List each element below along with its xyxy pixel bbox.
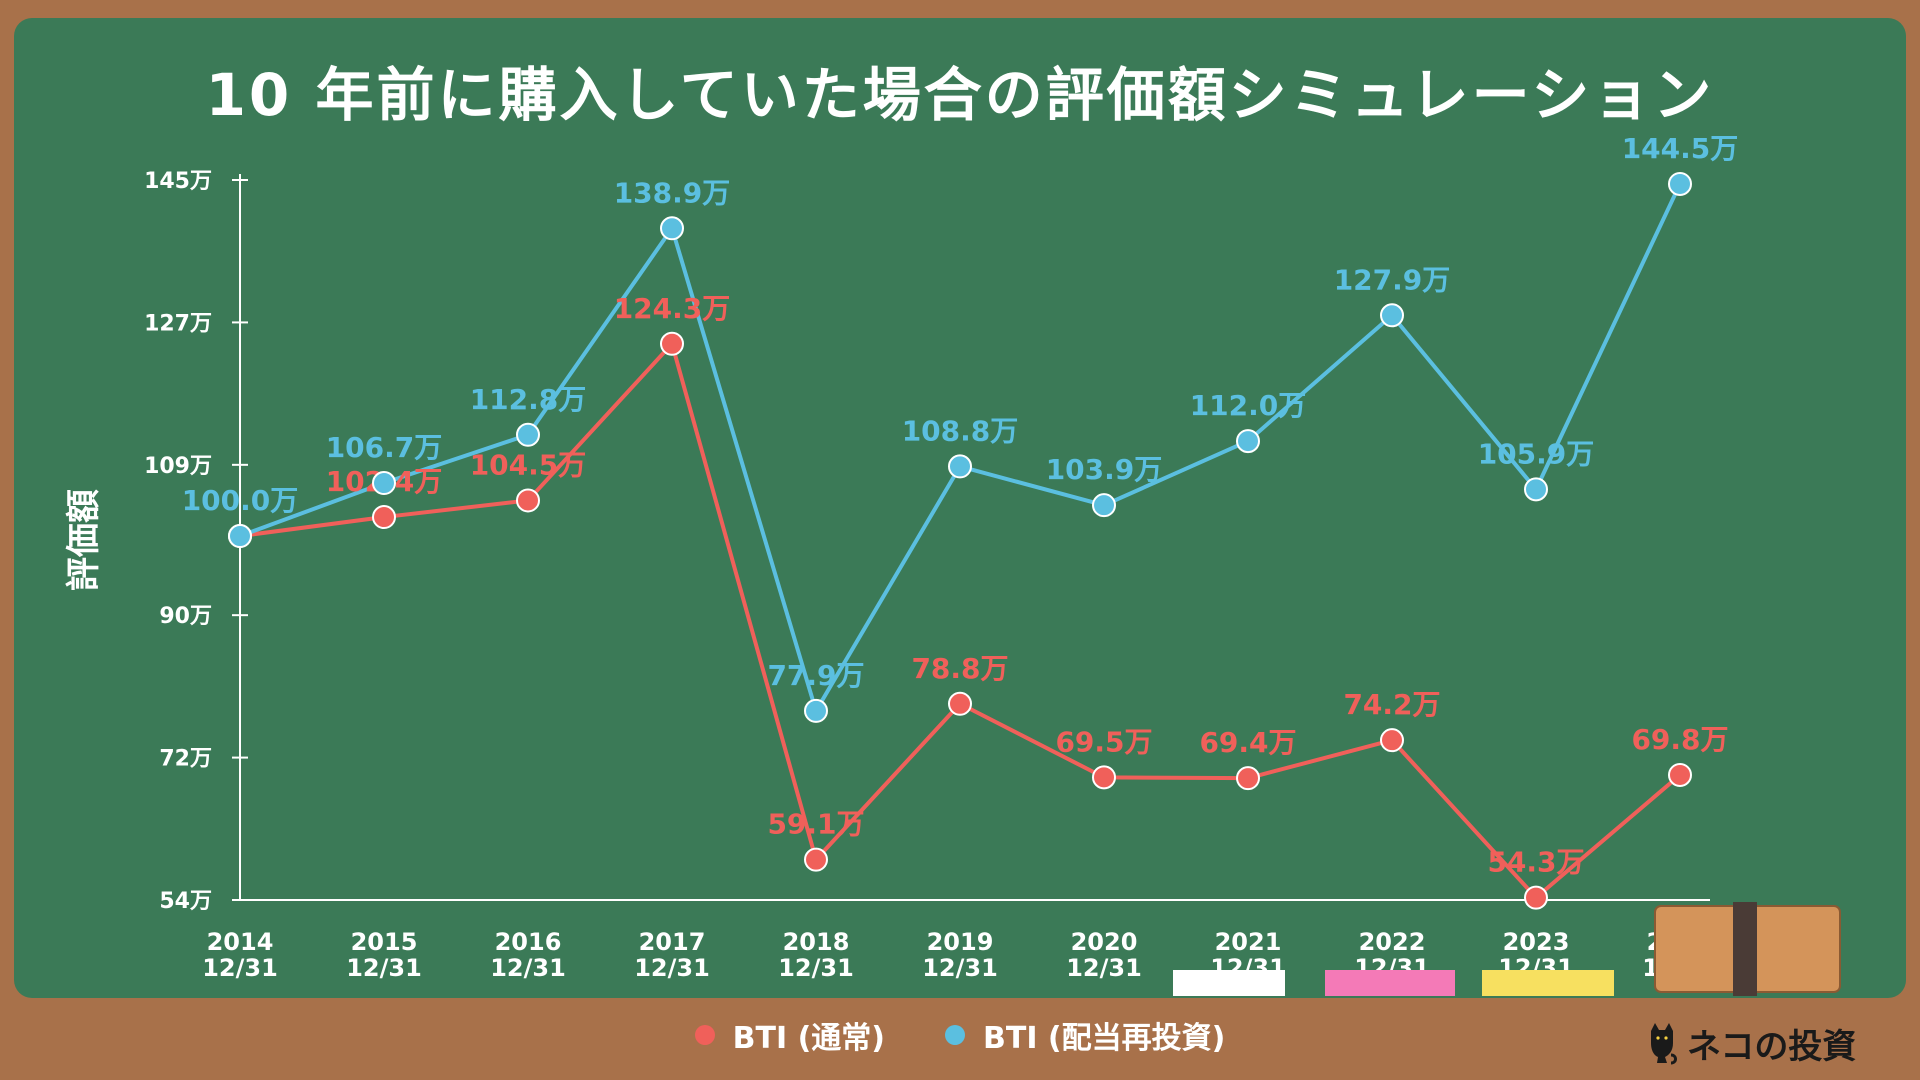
x-tick-label: 2016: [495, 928, 562, 956]
data-label: 59.1万: [767, 808, 864, 841]
data-point: [372, 505, 396, 530]
data-point: [1236, 766, 1260, 791]
legend: BTI (通常) BTI (配当再投資): [0, 1010, 1920, 1060]
data-point: [660, 331, 684, 356]
data-label: 108.8万: [902, 414, 1019, 447]
x-tick-label: 12/31: [490, 954, 566, 982]
data-label: 69.4万: [1199, 726, 1296, 759]
brand-label: ネコの投資: [1687, 1026, 1857, 1067]
data-label: 104.5万: [470, 448, 587, 481]
data-label: 106.7万: [326, 431, 443, 464]
x-tick-label: 2018: [783, 928, 850, 956]
x-tick-label: 12/31: [1066, 954, 1142, 982]
data-point: [948, 691, 972, 716]
series-points: 102.4万104.5万124.3万59.1万78.8万69.5万69.4万74…: [182, 132, 1739, 910]
y-tick-label: 127万: [144, 311, 212, 336]
x-tick-label: 2014: [207, 928, 274, 956]
chalk-pink: [1325, 970, 1455, 996]
cat-icon: [1651, 1023, 1677, 1065]
axes: 54万72万90万109万127万145万評価額201412/31201512/…: [64, 169, 1718, 982]
data-point: [1092, 493, 1116, 518]
brand: ネコの投資: [1645, 1018, 1856, 1068]
data-point: [1380, 728, 1404, 753]
x-tick-label: 2017: [639, 928, 706, 956]
x-tick-label: 2021: [1215, 928, 1282, 956]
data-point: [228, 524, 252, 549]
data-label: 69.8万: [1631, 723, 1728, 756]
data-label: 103.9万: [1046, 453, 1163, 486]
y-tick-label: 90万: [159, 604, 212, 629]
data-label: 144.5万: [1622, 132, 1739, 165]
y-tick-label: 54万: [159, 889, 212, 914]
x-tick-label: 12/31: [346, 954, 422, 982]
series-line-1: [239, 183, 1682, 713]
data-point: [804, 698, 828, 723]
eraser-band: [1733, 902, 1757, 996]
y-axis-label: 評価額: [64, 489, 104, 591]
x-tick-label: 2022: [1359, 928, 1426, 956]
chalk-yellow: [1482, 970, 1614, 996]
legend-dot-reinvest: [945, 1025, 965, 1045]
chalkboard: [14, 18, 1906, 998]
x-tick-label: 12/31: [778, 954, 854, 982]
data-label: 54.3万: [1487, 846, 1584, 879]
legend-label-normal: BTI (通常): [732, 1021, 885, 1056]
x-tick-label: 2023: [1503, 928, 1570, 956]
data-label: 69.5万: [1055, 725, 1152, 758]
x-tick-label: 12/31: [922, 954, 998, 982]
data-label: 105.9万: [1478, 437, 1595, 470]
data-label: 77.9万: [767, 659, 864, 692]
data-label: 127.9万: [1334, 263, 1451, 296]
x-tick-label: 2019: [927, 928, 994, 956]
data-point: [660, 216, 684, 241]
legend-label-reinvest: BTI (配当再投資): [983, 1021, 1226, 1056]
data-label: 124.3万: [614, 292, 731, 325]
x-tick-label: 12/31: [634, 954, 710, 982]
chart-title: 10 年前に購入していた場合の評価額シミュレーション: [205, 61, 1715, 129]
data-point: [516, 488, 540, 513]
y-tick-label: 109万: [144, 454, 212, 479]
data-label: 112.8万: [470, 383, 587, 416]
x-tick-label: 2015: [351, 928, 418, 956]
data-label: 100.0万: [182, 484, 299, 517]
data-point: [516, 422, 540, 447]
data-label: 74.2万: [1343, 688, 1440, 721]
data-point: [1380, 303, 1404, 328]
y-tick-label: 145万: [144, 169, 212, 194]
data-point: [1524, 885, 1548, 910]
data-label: 112.0万: [1190, 389, 1307, 422]
data-point: [1092, 765, 1116, 790]
data-point: [1524, 477, 1548, 502]
data-point: [948, 454, 972, 479]
legend-item-normal: BTI (通常): [694, 1013, 885, 1057]
data-point: [1668, 171, 1692, 196]
data-label: 78.8万: [911, 652, 1008, 685]
data-point: [804, 847, 828, 872]
legend-dot-normal: [694, 1025, 715, 1045]
series-lines: [239, 183, 1682, 900]
data-label: 138.9万: [614, 176, 731, 209]
data-point: [372, 471, 396, 496]
data-point: [1236, 429, 1260, 454]
data-point: [1668, 762, 1692, 787]
x-tick-label: 2020: [1071, 928, 1138, 956]
y-tick-label: 72万: [159, 747, 212, 772]
chalk-white: [1173, 970, 1285, 996]
chalk-decoration: [1173, 902, 1841, 996]
x-tick-label: 12/31: [202, 954, 278, 982]
legend-item-reinvest: BTI (配当再投資): [945, 1013, 1225, 1057]
